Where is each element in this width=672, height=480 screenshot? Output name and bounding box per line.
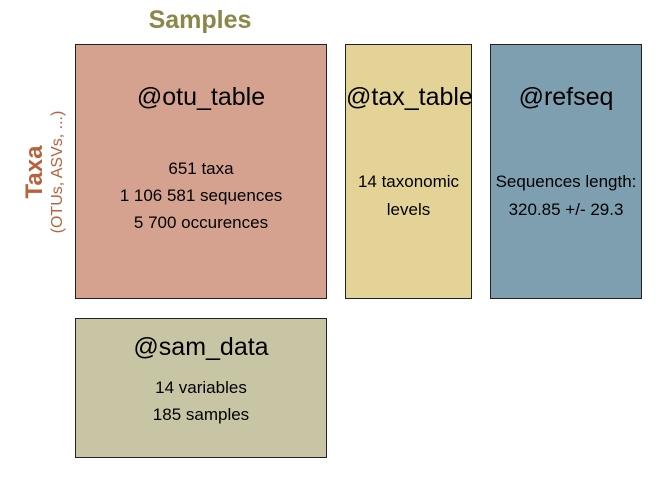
refseq-box: @refseq Sequences length: 320.85 +/- 29.…: [490, 44, 642, 299]
otu-table-sequence-count: 1 106 581 sequences: [119, 186, 283, 205]
tax-table-levels-line-1: 14 taxonomic: [357, 172, 460, 191]
sam-data-name: @sam_data: [133, 333, 269, 361]
tax-table-name: @tax_table: [346, 83, 473, 111]
otu-table-taxa-count: 651 taxa: [168, 159, 234, 178]
taxa-sublabel: (OTUs, ASVs, ...): [49, 110, 66, 234]
otu-table-occurrence-count: 5 700 occurences: [133, 213, 269, 232]
tax-table-box: @tax_table 14 taxonomic levels: [345, 44, 473, 299]
sam-data-variables: 14 variables: [155, 378, 247, 397]
sam-data-box: @sam_data 14 variables 185 samples: [75, 318, 327, 458]
refseq-length-value: 320.85 +/- 29.3: [508, 200, 624, 219]
refseq-length-label: Sequences length:: [495, 172, 637, 191]
otu-table-name: @otu_table: [136, 83, 266, 111]
otu-table-box: @otu_table 651 taxa 1 106 581 sequences …: [75, 44, 327, 299]
refseq-name: @refseq: [518, 83, 614, 111]
tax-table-levels-line-2: levels: [386, 200, 431, 219]
sam-data-samples: 185 samples: [152, 405, 250, 424]
taxa-label: Taxa: [21, 145, 48, 199]
samples-label: Samples: [148, 6, 252, 34]
